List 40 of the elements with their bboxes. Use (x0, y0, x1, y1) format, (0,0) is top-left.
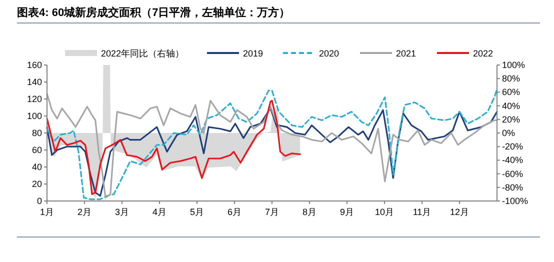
x-tick-label: 12月 (450, 207, 470, 217)
x-tick-label: 2月 (77, 207, 92, 217)
x-tick-label: 9月 (340, 207, 354, 217)
y2-tick-label: 80% (502, 74, 520, 84)
legend-label: 2022年同比（右轴） (101, 48, 184, 58)
x-tick-label: 11月 (412, 207, 432, 217)
y-tick-label: 60 (32, 145, 42, 155)
y2-tick-label: -100% (502, 196, 528, 206)
line-series (46, 108, 498, 197)
x-tick-label: 6月 (227, 207, 242, 217)
y2-tick-label: 60% (502, 87, 520, 98)
y2-tick-label: -40% (502, 155, 524, 166)
x-tick-label: 1月 (40, 207, 54, 217)
legend-label: 2020 (319, 48, 340, 58)
x-tick-label: 5月 (190, 207, 204, 217)
x-tick-label: 10月 (374, 207, 394, 217)
y2-tick-label: -80% (502, 182, 524, 192)
y-tick-label: 100 (26, 111, 42, 121)
legend-label: 2019 (243, 48, 264, 58)
legend-label: 2022 (473, 48, 494, 58)
legend-label: 2021 (396, 48, 416, 58)
y-tick-label: 120 (26, 94, 42, 104)
y2-tick-label: -60% (502, 168, 524, 179)
y2-tick-label: 100% (502, 60, 526, 70)
y-tick-label: 0 (36, 196, 42, 206)
line-series (46, 100, 301, 195)
x-tick-label: 8月 (302, 207, 317, 217)
y-tick-label: 40 (32, 162, 42, 172)
x-tick-label: 7月 (264, 207, 280, 217)
chart-title: 图表4: 60城新房成交面积（7日平滑，左轴单位：万方） (17, 6, 290, 19)
y-tick-label: 20 (32, 179, 42, 189)
y-tick-label: 160 (26, 60, 42, 70)
x-tick-label: 3月 (114, 207, 130, 217)
y2-tick-label: -20% (502, 142, 524, 152)
y2-tick-label: 0% (502, 128, 516, 138)
y-tick-label: 140 (26, 77, 42, 87)
y2-tick-label: 40% (502, 100, 520, 111)
y2-tick-label: 20% (502, 114, 520, 124)
y-tick-label: 80 (32, 128, 42, 138)
x-tick-label: 4月 (152, 207, 167, 217)
